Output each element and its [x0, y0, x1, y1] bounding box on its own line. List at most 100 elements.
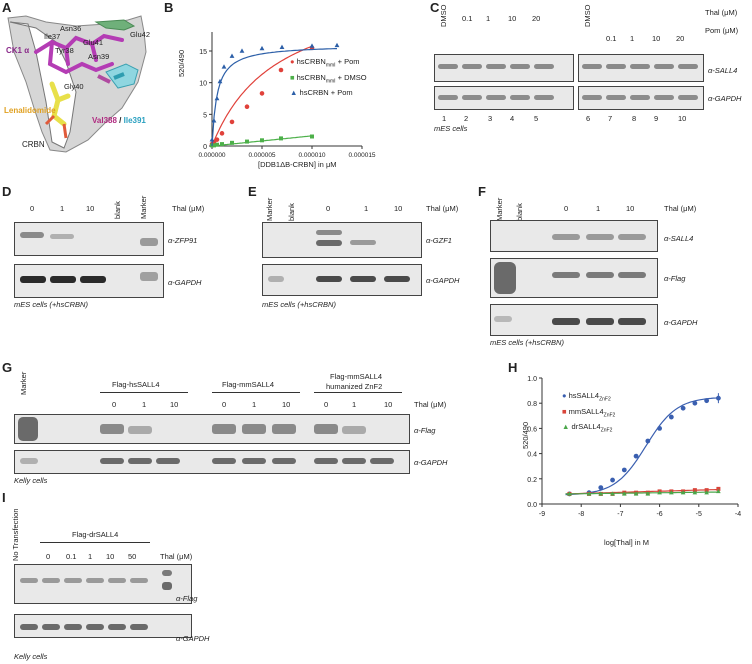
panel-f-ab-flag: α-Flag [664, 274, 686, 283]
panel-g-group-humanized-line1: Flag-mmSALL4 [330, 372, 383, 381]
data-point [669, 490, 674, 495]
residue-gly40: Gly40 [64, 82, 84, 91]
panel-g-ab-flag: α-Flag [414, 426, 436, 435]
data-point [278, 67, 284, 73]
data-point [279, 136, 283, 141]
panel-b-chart: 0 5 10 15 0.000000 0.000005 0.000010 0.000015 [198, 32, 376, 159]
panel-c-lane-dose: 20 [676, 34, 685, 43]
panel-c-pom-unit: Pom (μM) [705, 26, 739, 35]
legend-h-main-2: mmSALL4 [568, 406, 604, 416]
panel-f-ab-sall4: α-SALL4 [664, 234, 694, 243]
data-point [598, 491, 604, 496]
band [130, 578, 148, 583]
panel-label-b: B [164, 0, 174, 15]
band [212, 424, 236, 434]
band [618, 318, 646, 325]
band [350, 240, 376, 245]
panel-label-d: D [2, 184, 12, 199]
band [42, 578, 60, 583]
panel-c-ab-sall4: α-SALL4 [708, 66, 738, 75]
panel-d-lane-blank: blank [113, 201, 122, 219]
panel-d-cells: mES cells (+hsCRBN) [14, 300, 88, 309]
band [510, 95, 530, 100]
data-point [334, 42, 340, 48]
panel-c-lane-dose: 1 [630, 34, 635, 43]
band [342, 426, 366, 434]
band [510, 64, 530, 69]
panel-g-dose: 1 [352, 400, 357, 409]
band [162, 582, 172, 590]
residue-glu41: Glu41 [83, 38, 104, 47]
data-point [657, 426, 662, 431]
band [108, 578, 126, 583]
panel-g-dose: 1 [142, 400, 147, 409]
band [618, 272, 646, 278]
band [534, 64, 554, 69]
panel-g-group-line [314, 392, 402, 393]
panel-e-lane-10: 10 [394, 204, 403, 213]
legend-rest-2: + DMSO [335, 72, 367, 82]
band [64, 624, 82, 630]
panel-c-lane-number: 6 [586, 114, 591, 123]
band [212, 458, 236, 464]
panel-e-ab-gzf1: α-GZF1 [426, 236, 452, 245]
legend-item-mmsall4: ■ mmSALL4ZnF2 [562, 406, 616, 419]
series-2 [565, 488, 721, 496]
x-tick-label: 0.000015 [348, 152, 375, 159]
band [606, 95, 626, 100]
data-point [586, 491, 592, 496]
band [86, 624, 104, 630]
panel-f-lane-blank: blank [515, 203, 524, 221]
band [242, 458, 266, 464]
panel-c-lane-number: 3 [488, 114, 493, 123]
panel-label-i: I [2, 490, 6, 505]
data-point [668, 414, 674, 420]
panel-g-ab-gapdh: α-GAPDH [414, 458, 448, 467]
residue-ile37: Ile37 [44, 32, 61, 41]
fit-line [211, 45, 313, 147]
panel-c-lane-number: 10 [678, 114, 687, 123]
band [20, 276, 46, 283]
x-tick-label: -7 [617, 511, 623, 518]
series-1 [210, 134, 314, 148]
data-point [692, 400, 698, 406]
lenalidomide-label: Lenalidomide [4, 106, 56, 115]
x-tick-label: 0.000010 [298, 152, 325, 159]
data-point [229, 119, 235, 125]
data-point [309, 43, 315, 48]
data-point [214, 137, 220, 142]
band [552, 318, 580, 325]
legend-item-hscrbn-mmi-dmso: ■ hsCRBNmmI + DMSO [290, 72, 367, 85]
panel-f-cells: mES cells (+hsCRBN) [490, 338, 564, 347]
y-tick-label: 15 [199, 49, 207, 56]
panel-e-lane-1: 1 [364, 204, 369, 213]
panel-f-thal-unit: Thal (μM) [664, 204, 697, 213]
band [100, 424, 124, 434]
val388-label: Val388 / Ile391 [92, 116, 146, 125]
y-tick-label: 0.0 [527, 502, 537, 509]
band [552, 272, 580, 278]
data-point [212, 143, 216, 148]
data-point [211, 118, 217, 123]
data-point [645, 438, 651, 444]
panel-g-group-mmsall4: Flag-mmSALL4 [222, 380, 275, 389]
band [156, 458, 180, 464]
data-point [567, 491, 572, 496]
data-point [622, 491, 627, 496]
band [494, 262, 516, 294]
band [314, 458, 338, 464]
panel-c-lane-number: 7 [608, 114, 613, 123]
panel-c-lane-dmso: DMSO [439, 4, 448, 28]
val388-text: Val388 [92, 116, 117, 125]
panel-c-lane-number: 2 [464, 114, 469, 123]
panel-e-lane-0: 0 [326, 204, 331, 213]
data-point [704, 488, 709, 493]
panel-d-blot-zfp91 [14, 222, 164, 256]
panel-h-xlabel: log[Thal] in M [604, 538, 650, 547]
fit-line [565, 491, 719, 495]
panel-e-ab-gapdh: α-GAPDH [426, 276, 460, 285]
panel-label-e: E [248, 184, 257, 199]
residue-asn39: Asn39 [88, 52, 110, 61]
panel-b-legend: ● hsCRBNmmI + Pom ■ hsCRBNmmI + DMSO ▲ h… [290, 56, 367, 99]
panel-i-cells: Kelly cells [14, 652, 48, 661]
